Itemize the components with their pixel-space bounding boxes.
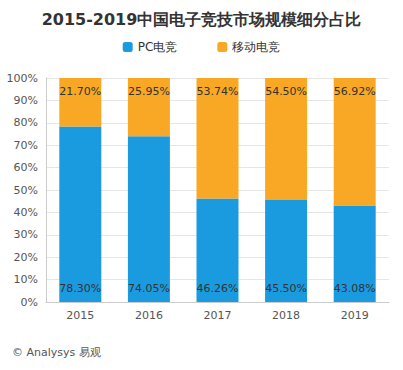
svg-text:45.50%: 45.50%: [265, 282, 307, 295]
svg-text:10%: 10%: [14, 273, 38, 286]
svg-text:PC电竞: PC电竞: [138, 40, 178, 54]
svg-text:46.26%: 46.26%: [197, 282, 239, 295]
svg-text:78.30%: 78.30%: [59, 282, 101, 295]
svg-text:2015: 2015: [66, 309, 94, 322]
svg-text:2017: 2017: [204, 309, 232, 322]
svg-text:2018: 2018: [272, 309, 300, 322]
svg-text:74.05%: 74.05%: [128, 282, 170, 295]
svg-text:70%: 70%: [14, 139, 38, 152]
svg-text:21.70%: 21.70%: [59, 85, 101, 98]
svg-text:40%: 40%: [14, 206, 38, 219]
svg-text:54.50%: 54.50%: [265, 85, 307, 98]
svg-text:25.95%: 25.95%: [128, 85, 170, 98]
svg-text:100%: 100%: [7, 72, 38, 85]
svg-text:43.08%: 43.08%: [334, 282, 376, 295]
svg-text:2015-2019中国电子竞技市场规模细分占比: 2015-2019中国电子竞技市场规模细分占比: [42, 10, 362, 29]
svg-text:90%: 90%: [14, 94, 38, 107]
svg-text:30%: 30%: [14, 228, 38, 241]
svg-text:移动电竞: 移动电竞: [232, 40, 280, 54]
svg-text:56.92%: 56.92%: [334, 85, 376, 98]
svg-text:20%: 20%: [14, 251, 38, 264]
svg-text:53.74%: 53.74%: [197, 85, 239, 98]
svg-text:© Analysys 易观: © Analysys 易观: [12, 346, 101, 359]
svg-text:60%: 60%: [14, 161, 38, 174]
svg-text:2019: 2019: [341, 309, 369, 322]
svg-text:0%: 0%: [21, 296, 38, 309]
svg-text:50%: 50%: [14, 184, 38, 197]
svg-text:80%: 80%: [14, 116, 38, 129]
svg-text:2016: 2016: [135, 309, 163, 322]
